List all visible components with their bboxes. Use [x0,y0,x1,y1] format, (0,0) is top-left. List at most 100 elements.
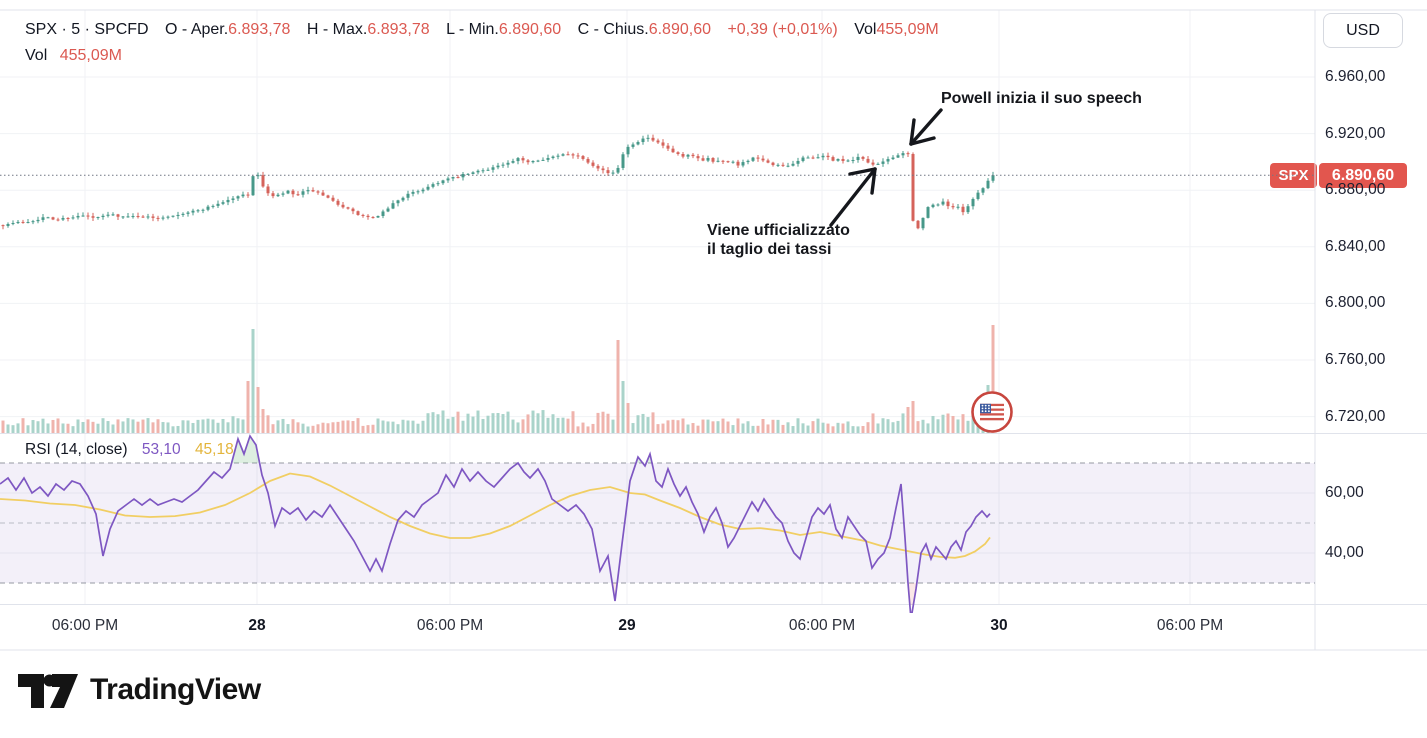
volume-bar [826,423,830,433]
candle [266,186,270,194]
time-axis-day-label: 28 [248,617,266,634]
candle [511,161,515,163]
volume-bar [146,418,150,433]
volume-bar [571,411,575,433]
candle [301,191,305,195]
chart-canvas[interactable] [0,0,1427,652]
candle [596,165,600,169]
volume-bar [671,419,675,433]
volume-bar [241,419,245,433]
time-axis[interactable]: 06:00 PM 28 06:00 PM 29 06:00 PM 30 06:00 PM [0,605,1315,650]
volume-bar [636,415,640,433]
volume-bar [271,424,275,433]
candle [316,191,320,193]
tradingview-brand-text: TradingView [90,673,261,706]
volume-bar [221,418,225,433]
candle [221,202,225,204]
candle [701,158,705,161]
candle [681,153,685,157]
candle [466,173,470,175]
time-axis-day-label: 30 [990,617,1008,634]
symbol-legend[interactable]: SPX · 5 · SPCFD O - Aper.6.893,78 H - Ma… [25,17,939,69]
volume-bar [531,410,535,433]
candle [501,164,505,166]
volume-bar [126,418,130,433]
volume-bar [756,425,760,433]
volume-bar [216,422,220,433]
volume-bar [931,415,935,433]
high-value: 6.893,78 [367,21,430,38]
volume-bar [191,422,195,433]
candle [931,204,935,208]
candle [276,194,280,197]
candle [991,175,995,181]
volume-bar [946,413,950,433]
volume-bar [801,423,805,433]
volume-bar [901,413,905,433]
candle [806,157,810,159]
candle [761,158,765,161]
annotation-powell-text[interactable]: Powell inizia il suo speech [941,89,1142,108]
volume-bar [266,415,270,433]
candle [271,193,275,197]
candle [676,152,680,154]
annotation-rate-cut-text[interactable]: Viene ufficializzato il taglio dei tassi [707,221,850,259]
volume-bar [176,425,180,433]
volume-row-label: Vol [25,47,48,64]
candle [946,201,950,207]
volume-bar [161,422,165,433]
legend-row-main: SPX · 5 · SPCFD O - Aper.6.893,78 H - Ma… [25,17,939,43]
candle [856,156,860,161]
candle [441,180,445,184]
volume-bar [681,418,685,433]
candle [571,154,575,156]
candle [331,197,335,201]
volume-bar [381,420,385,433]
volume-bar [836,422,840,433]
tradingview-brand[interactable]: TradingView [18,668,261,712]
candle [356,211,360,215]
candle [116,214,120,217]
volume-bar [741,423,745,433]
candle [906,153,910,155]
candle [711,158,715,162]
candle [541,159,545,161]
low-label: L - Min. [446,21,499,38]
volume-bar [11,425,15,433]
candle [346,207,350,209]
volume-bar [101,418,105,433]
volume-bar [341,420,345,433]
rsi-ma-value: 45,18 [194,441,234,458]
price-axis-label: 6.840,00 [1325,237,1386,255]
volume-bar [61,423,65,433]
candle [46,217,50,219]
candle [481,170,485,172]
volume-bar [281,418,285,433]
volume-bar [961,414,965,433]
candle [741,162,745,166]
candle [651,137,655,141]
candle [96,217,100,219]
candle [121,216,125,218]
rsi-legend[interactable]: RSI (14, close) 53,10 45,18 [25,441,234,459]
price-axis[interactable]: USD 6.960,00 6.920,00 6.880,00 6.840,00 6.80… [1315,10,1427,650]
candle [726,161,730,163]
volume-bar [956,419,960,433]
volume-bar [841,423,845,433]
volume-bar [721,418,725,433]
volume-bar [676,420,680,433]
candle [206,206,210,210]
volume-bar [496,413,500,433]
high-label: H - Max. [306,21,368,38]
volume-bar [856,426,860,433]
rsi-line [0,434,991,613]
volume-bar [136,421,140,433]
volume-bar [476,410,480,433]
volume-bar [316,424,320,433]
volume-bar [751,425,755,433]
currency-button[interactable]: USD [1323,13,1403,48]
candle [371,217,375,219]
candle [256,175,260,177]
candle [106,214,110,216]
candle [536,160,540,162]
